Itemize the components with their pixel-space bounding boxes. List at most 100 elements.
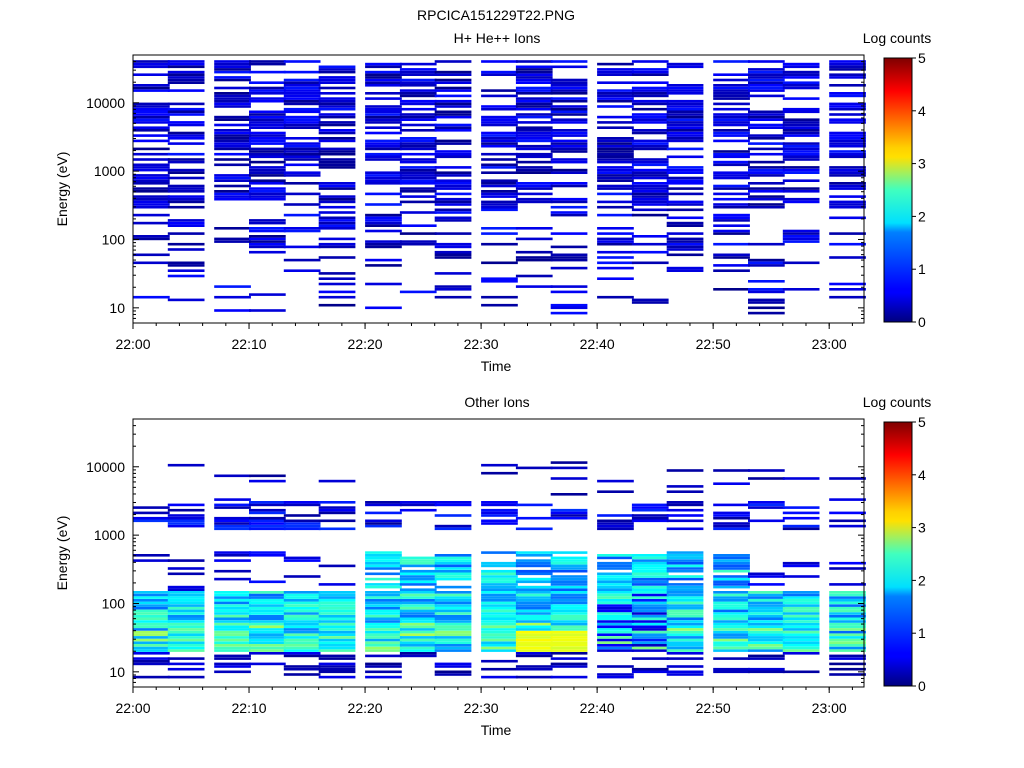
spectrogram-cell <box>167 662 205 666</box>
spectrogram-cell <box>748 190 785 193</box>
spectrogram-cell <box>167 121 205 124</box>
spectrogram-cell <box>631 158 669 161</box>
spectrogram-cell <box>399 68 437 71</box>
spectrogram-cell <box>434 150 472 153</box>
spectrogram-cell <box>829 614 866 618</box>
spectrogram-cell <box>167 514 205 517</box>
spectrogram-cell <box>631 554 669 557</box>
spectrogram-cell <box>214 62 251 66</box>
spectrogram-cell <box>399 232 437 235</box>
spectrogram-cell <box>481 232 518 235</box>
spectrogram-cell <box>481 105 518 108</box>
x-axis-label: Time <box>481 722 512 738</box>
spectrogram-cell <box>515 182 553 185</box>
spectrogram-cell <box>631 139 669 143</box>
y-tick-label: 1000 <box>94 527 125 543</box>
spectrogram-cell <box>550 665 588 668</box>
spectrogram-cell <box>631 89 669 92</box>
spectrogram-cell <box>550 285 588 288</box>
spectrogram-cell <box>365 612 402 615</box>
spectrogram-cell <box>283 99 321 103</box>
spectrogram-cell <box>283 665 321 668</box>
spectrogram-cell <box>434 216 472 220</box>
spectrogram-cell <box>365 182 402 185</box>
spectrogram-cell <box>399 84 437 87</box>
spectrogram-cell <box>748 599 785 602</box>
spectrogram-cell <box>167 131 205 135</box>
spectrogram-cell <box>249 527 286 531</box>
spectrogram-cell <box>365 501 402 504</box>
spectrogram-cell <box>631 197 669 201</box>
spectrogram-cell <box>666 644 704 647</box>
spectrogram-cell <box>631 519 669 523</box>
spectrogram-cell <box>550 569 588 573</box>
spectrogram-cell <box>399 78 437 82</box>
spectrogram-cell <box>167 200 205 204</box>
spectrogram-cell <box>214 118 251 121</box>
spectrogram-cell <box>597 115 634 119</box>
spectrogram-cell <box>550 641 588 644</box>
y-tick-label: 10 <box>109 664 125 680</box>
spectrogram-cell <box>365 92 402 95</box>
spectrogram-cell <box>782 622 820 626</box>
spectrogram-cell <box>365 559 402 562</box>
spectrogram-cell <box>481 514 518 517</box>
spectrogram-cell <box>214 638 251 642</box>
spectrogram-cell <box>550 604 588 607</box>
spectrogram-cell <box>365 224 402 227</box>
spectrogram-cell <box>829 118 866 121</box>
spectrogram-cell <box>631 242 669 246</box>
spectrogram-cell <box>550 86 588 90</box>
x-tick-label: 22:30 <box>464 336 499 352</box>
spectrogram-cell <box>434 285 472 288</box>
spectrogram-cell <box>550 118 588 121</box>
spectrogram-cell <box>167 522 205 525</box>
spectrogram-cell <box>249 171 286 174</box>
spectrogram-cell <box>318 501 356 504</box>
spectrogram-cell <box>481 121 518 124</box>
spectrogram-cell <box>631 625 669 629</box>
spectrogram-cell <box>597 81 634 84</box>
spectrogram-cell <box>283 123 321 127</box>
spectrogram-cell <box>434 614 472 618</box>
colorbar-label: Log counts <box>863 394 932 410</box>
spectrogram-cell <box>283 150 321 153</box>
spectrogram-cell <box>318 625 356 629</box>
spectrogram-cell <box>434 126 472 129</box>
spectrogram-cell <box>249 617 286 621</box>
spectrogram-cell <box>365 522 402 525</box>
spectrogram-cell <box>318 564 356 568</box>
spectrogram-cell <box>631 118 669 121</box>
spectrogram-cell <box>829 288 866 291</box>
spectrogram-cell <box>249 479 286 483</box>
spectrogram-cell <box>399 200 437 204</box>
spectrogram-cell <box>318 508 356 512</box>
spectrogram-cell <box>782 561 820 565</box>
spectrogram-cell <box>829 60 866 63</box>
spectrogram-cell <box>550 92 588 95</box>
spectrogram-cell <box>515 97 553 100</box>
spectrogram-cell <box>782 564 820 568</box>
spectrogram-cell <box>666 569 704 573</box>
spectrogram-cell <box>515 227 553 230</box>
spectrogram-cell <box>399 73 437 76</box>
spectrogram-cell <box>399 89 437 92</box>
spectrogram-cell <box>365 601 402 605</box>
colorbar-tick-label: 5 <box>918 50 926 66</box>
spectrogram-cell <box>713 577 750 581</box>
spectrogram-cell <box>283 126 321 129</box>
spectrogram-cell <box>550 78 588 82</box>
spectrogram-cell <box>782 118 820 121</box>
spectrogram-cell <box>631 187 669 190</box>
spectrogram-cell <box>713 213 750 217</box>
spectrogram-cell <box>214 516 251 520</box>
spectrogram-cell <box>133 519 170 523</box>
spectrogram-cell <box>133 638 170 642</box>
spectrogram-cell <box>666 519 704 523</box>
spectrogram-cell <box>829 638 866 642</box>
spectrogram-cell <box>515 200 553 204</box>
spectrogram-cell <box>550 139 588 143</box>
spectrogram-cell <box>365 503 402 507</box>
spectrogram-cell <box>713 625 750 629</box>
spectrogram-cell <box>399 144 437 148</box>
